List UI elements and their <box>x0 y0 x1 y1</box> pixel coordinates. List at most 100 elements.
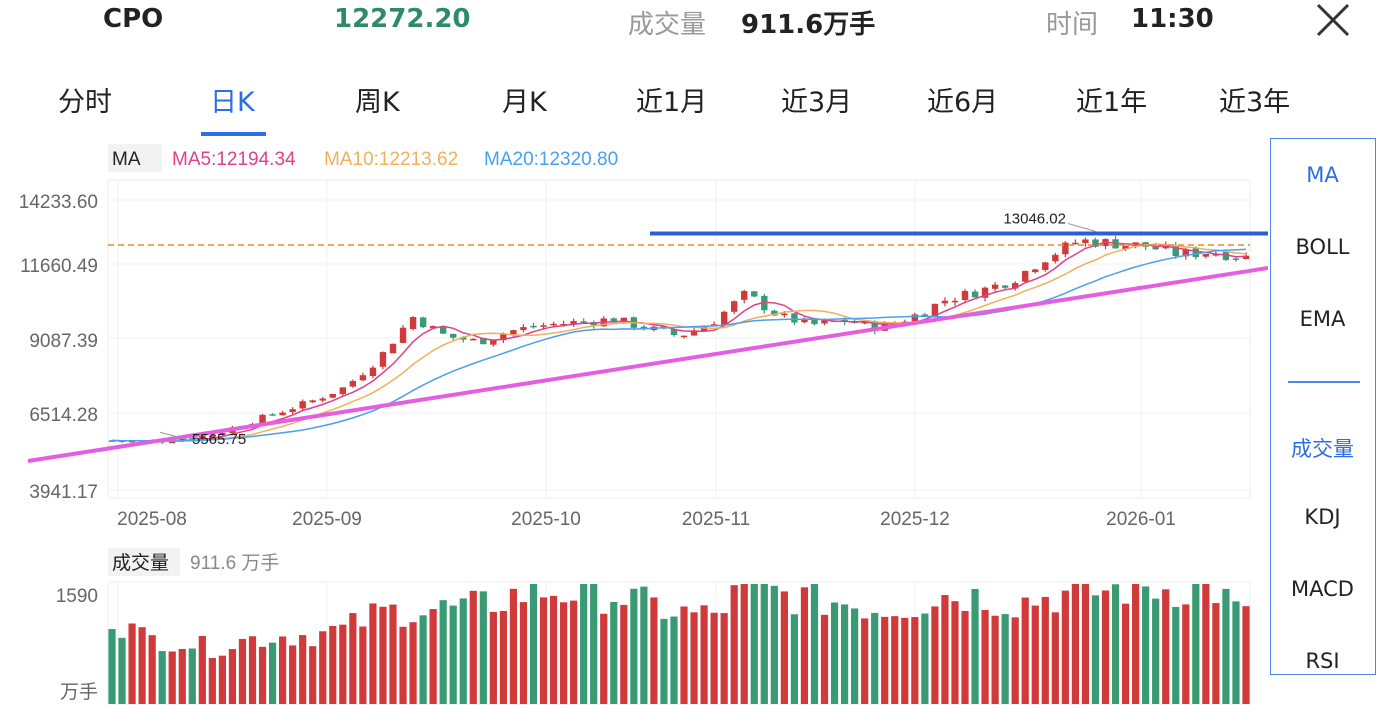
candle-body <box>259 414 266 425</box>
indicator-macd[interactable]: MACD <box>1291 577 1354 601</box>
tab-6-month[interactable]: 近6月 <box>927 87 999 118</box>
candle-body <box>389 343 397 354</box>
candle-body <box>289 409 296 413</box>
volume-bar <box>1081 584 1090 704</box>
volume-bar <box>660 618 668 704</box>
candle-body <box>921 314 929 316</box>
volume-bar <box>851 608 859 704</box>
candle-body <box>419 317 427 328</box>
tab-daily-k[interactable]: 日K <box>210 87 255 118</box>
kline-chart[interactable]: MA MA5:12194.34 MA10:12213.62 MA20:12320… <box>0 0 1268 722</box>
candle-body <box>520 327 527 331</box>
drawn-lines <box>27 231 1268 463</box>
volume-bar <box>1152 598 1160 704</box>
candle-body <box>209 435 216 438</box>
last-price: 12272.20 <box>334 4 471 34</box>
volume-bar <box>148 635 156 704</box>
volume-bar <box>138 627 146 704</box>
volume-bar <box>1061 590 1069 704</box>
time-value: 11:30 <box>1131 4 1214 34</box>
candle-body <box>580 321 587 323</box>
date-axis-label: 2026-01 <box>1106 509 1176 530</box>
tab-monthly-k[interactable]: 月K <box>502 87 547 118</box>
indicator-kdj[interactable]: KDJ <box>1304 505 1341 529</box>
volume-bar <box>1232 601 1240 704</box>
price-annotations: 13046.02 5565.75 <box>159 210 1097 448</box>
volume-bar <box>379 606 387 704</box>
volume-bar <box>730 585 738 704</box>
date-axis-label: 2025-12 <box>880 509 950 530</box>
volume-bar <box>790 614 799 704</box>
volume-bar <box>529 584 538 704</box>
candle-body <box>399 327 407 343</box>
indicator-divider <box>1288 381 1360 383</box>
volume-bar <box>459 598 467 704</box>
volume-bar <box>820 614 829 704</box>
volume-bar <box>268 642 277 704</box>
candle-body <box>570 321 577 325</box>
active-tab-underline <box>201 132 266 136</box>
tab-1-month[interactable]: 近1月 <box>636 87 708 118</box>
price-axis-label: 14233.60 <box>19 192 98 213</box>
indicator-ema[interactable]: EMA <box>1299 307 1346 331</box>
volume-bar <box>389 604 397 704</box>
close-button[interactable] <box>1313 3 1353 37</box>
tab-weekly-k[interactable]: 周K <box>355 87 400 118</box>
candle-body <box>369 367 377 377</box>
candle-body <box>1162 245 1169 249</box>
volume-bar <box>830 602 839 704</box>
candle-body <box>700 326 708 332</box>
candle-body <box>299 401 306 409</box>
volume-bar <box>1162 589 1170 704</box>
tab-3-month[interactable]: 近3月 <box>781 87 853 118</box>
tab-intraday[interactable]: 分时 <box>58 87 112 118</box>
low-annotation-leader <box>159 431 191 441</box>
volume-bar <box>1051 612 1059 704</box>
volume-bar <box>911 617 919 704</box>
volume-bar <box>800 587 809 704</box>
volume-bar <box>1242 606 1250 704</box>
indicator-ma[interactable]: MA <box>1306 163 1339 187</box>
ma5-legend: MA5:12194.34 <box>172 149 296 170</box>
candle-body <box>640 326 648 330</box>
low-annotation: 5565.75 <box>192 431 246 448</box>
date-axis: 2025-08 2025-09 2025-10 2025-11 2025-12 2026-… <box>117 509 1176 530</box>
candle-body <box>710 324 718 326</box>
volume-bar <box>921 613 929 704</box>
volume-bar <box>208 658 216 704</box>
candle-body <box>1182 249 1189 257</box>
volume-bar <box>439 600 447 704</box>
tab-3-year[interactable]: 近3年 <box>1219 87 1291 118</box>
indicator-boll[interactable]: BOLL <box>1295 235 1350 259</box>
candle-body <box>781 313 788 316</box>
period-tabs: 分时 日K 周K 月K 近1月 近3月 近6月 近1年 近3年 <box>0 74 1378 138</box>
candle-body <box>1062 242 1069 255</box>
volume-bar <box>1212 603 1220 704</box>
volume-bar <box>218 655 226 704</box>
volume-bar <box>469 590 477 704</box>
support-trendline <box>27 266 1268 463</box>
candle-body <box>1072 242 1079 245</box>
volume-bar <box>1021 597 1029 704</box>
volume-bar <box>780 591 788 704</box>
candle-body <box>339 387 347 395</box>
tab-1-year[interactable]: 近1年 <box>1076 87 1148 118</box>
candle-body <box>349 381 357 387</box>
volume-bar <box>941 595 949 704</box>
candle-body <box>530 325 537 328</box>
volume-bar <box>168 651 176 704</box>
volume-bar <box>770 585 778 704</box>
volume-bar <box>188 648 196 704</box>
volume-bar <box>720 613 728 704</box>
candle-body <box>409 317 417 329</box>
candle-body <box>871 321 878 332</box>
volume-bar <box>1091 595 1100 704</box>
volume-bar <box>128 623 136 704</box>
volume-bar <box>279 636 287 704</box>
volume-bar <box>1192 584 1200 704</box>
indicator-volume[interactable]: 成交量 <box>1291 437 1354 461</box>
candle-body <box>329 393 336 398</box>
volume-bar <box>610 601 618 704</box>
volume-bar <box>1121 603 1130 704</box>
indicator-rsi[interactable]: RSI <box>1305 649 1340 673</box>
